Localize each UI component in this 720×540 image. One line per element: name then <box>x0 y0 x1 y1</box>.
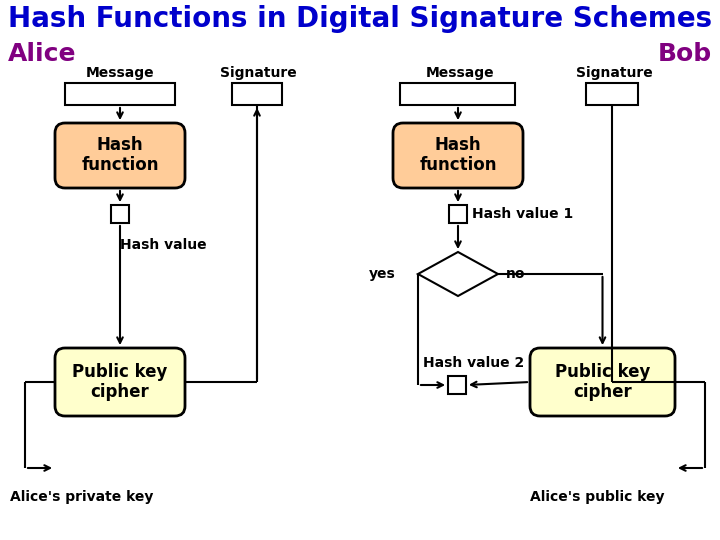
Bar <box>449 205 467 223</box>
Text: Message: Message <box>426 66 495 80</box>
Text: Bob: Bob <box>658 42 712 66</box>
FancyBboxPatch shape <box>393 123 523 188</box>
Text: Hash value 1: Hash value 1 <box>472 207 573 221</box>
Text: Hash Functions in Digital Signature Schemes: Hash Functions in Digital Signature Sche… <box>8 5 712 33</box>
FancyBboxPatch shape <box>530 348 675 416</box>
Bar <box>65 83 175 105</box>
Text: Hash value: Hash value <box>120 238 207 252</box>
Bar <box>448 376 466 394</box>
Text: Signature: Signature <box>575 66 652 80</box>
Bar <box>400 83 515 105</box>
FancyBboxPatch shape <box>55 348 185 416</box>
Text: Hash
function: Hash function <box>419 136 497 174</box>
Bar <box>111 205 129 223</box>
Text: Alice: Alice <box>8 42 76 66</box>
Bar <box>232 83 282 105</box>
Text: Signature: Signature <box>220 66 297 80</box>
Text: Alice's public key: Alice's public key <box>530 490 665 504</box>
Text: Alice's private key: Alice's private key <box>10 490 153 504</box>
Text: Public key
cipher: Public key cipher <box>555 362 650 401</box>
FancyBboxPatch shape <box>55 123 185 188</box>
Text: Hash value 2: Hash value 2 <box>423 356 524 370</box>
Polygon shape <box>418 252 498 296</box>
Bar <box>586 83 638 105</box>
Text: Hash
function: Hash function <box>81 136 158 174</box>
Text: yes: yes <box>369 267 396 281</box>
Text: no: no <box>506 267 526 281</box>
Text: Public key
cipher: Public key cipher <box>72 362 168 401</box>
Text: Message: Message <box>86 66 154 80</box>
